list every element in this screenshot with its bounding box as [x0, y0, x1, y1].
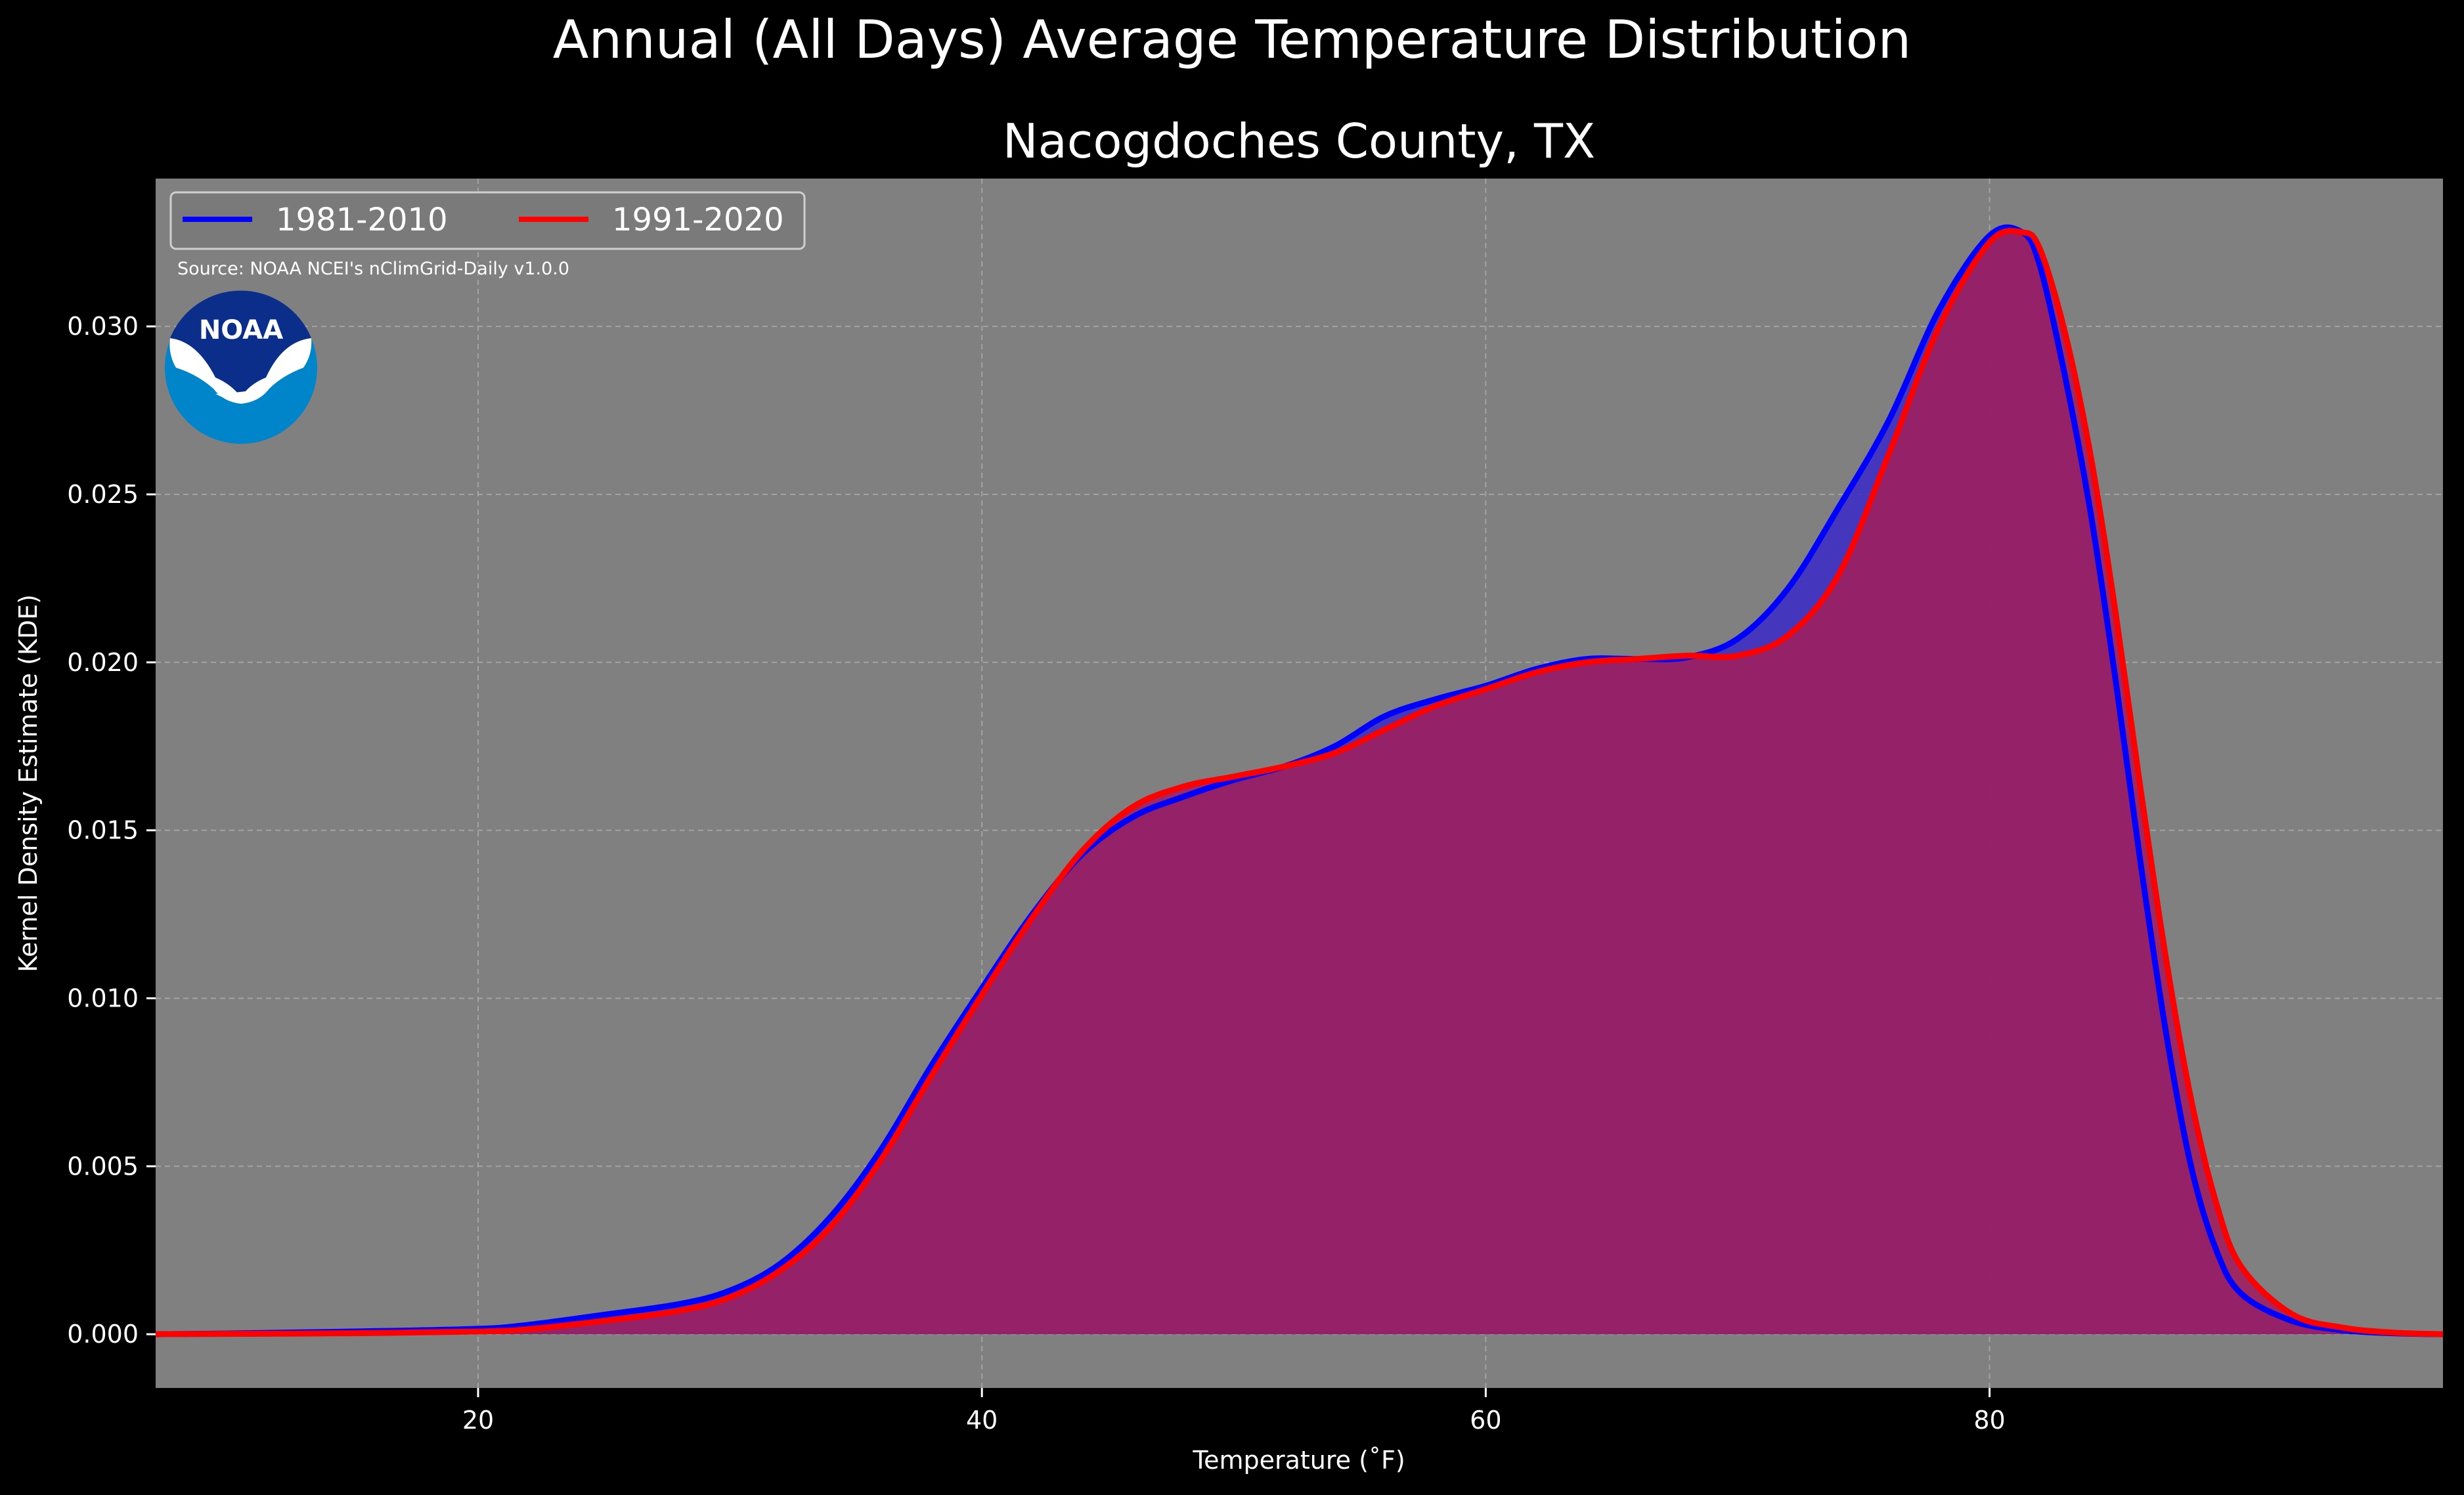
series-line-1991-2020: [155, 228, 2444, 1337]
x-axis: 20 40 60 80: [462, 1388, 2006, 1435]
legend-label-1981-2010: 1981-2010: [276, 202, 448, 238]
x-tick-label: 40: [966, 1406, 998, 1435]
legend-label-1991-2020: 1991-2020: [612, 202, 784, 238]
y-tick-label: 0.010: [67, 984, 139, 1012]
noaa-logo-gull-icon: [169, 338, 312, 404]
noaa-logo-text: NOAA: [199, 315, 283, 345]
x-tick-label: 60: [1470, 1406, 1501, 1435]
noaa-logo-upper: [170, 290, 311, 397]
noaa-logo: NOAA: [165, 290, 317, 444]
chart-subtitle: Nacogdoches County, TX: [1003, 114, 1596, 169]
y-axis-label: Kernel Density Estimate (KDE): [14, 594, 43, 972]
chart-title: Annual (All Days) Average Temperature Di…: [553, 9, 1911, 70]
y-tick-label: 0.005: [67, 1152, 139, 1181]
y-tick-label: 0.015: [67, 816, 139, 845]
source-note: Source: NOAA NCEI's nClimGrid-Daily v1.0…: [177, 259, 569, 279]
y-tick-label: 0.000: [67, 1320, 139, 1349]
series-line-1981-2010: [155, 224, 2444, 1337]
y-tick-label: 0.020: [67, 648, 139, 677]
noaa-logo-wing-icon: [215, 387, 269, 399]
legend: 1981-2010 1991-2020: [169, 191, 806, 250]
legend-box: [169, 191, 806, 250]
series-lines: [155, 224, 2444, 1337]
x-tick-label: 20: [462, 1406, 494, 1435]
y-axis: 0.000 0.005 0.010 0.015 0.020 0.025 0.030: [67, 312, 156, 1349]
x-tick-label: 80: [1973, 1406, 2005, 1435]
y-tick-label: 0.030: [67, 312, 139, 341]
y-tick-label: 0.025: [67, 480, 139, 509]
x-axis-label: Temperature (˚F): [1192, 1446, 1405, 1475]
